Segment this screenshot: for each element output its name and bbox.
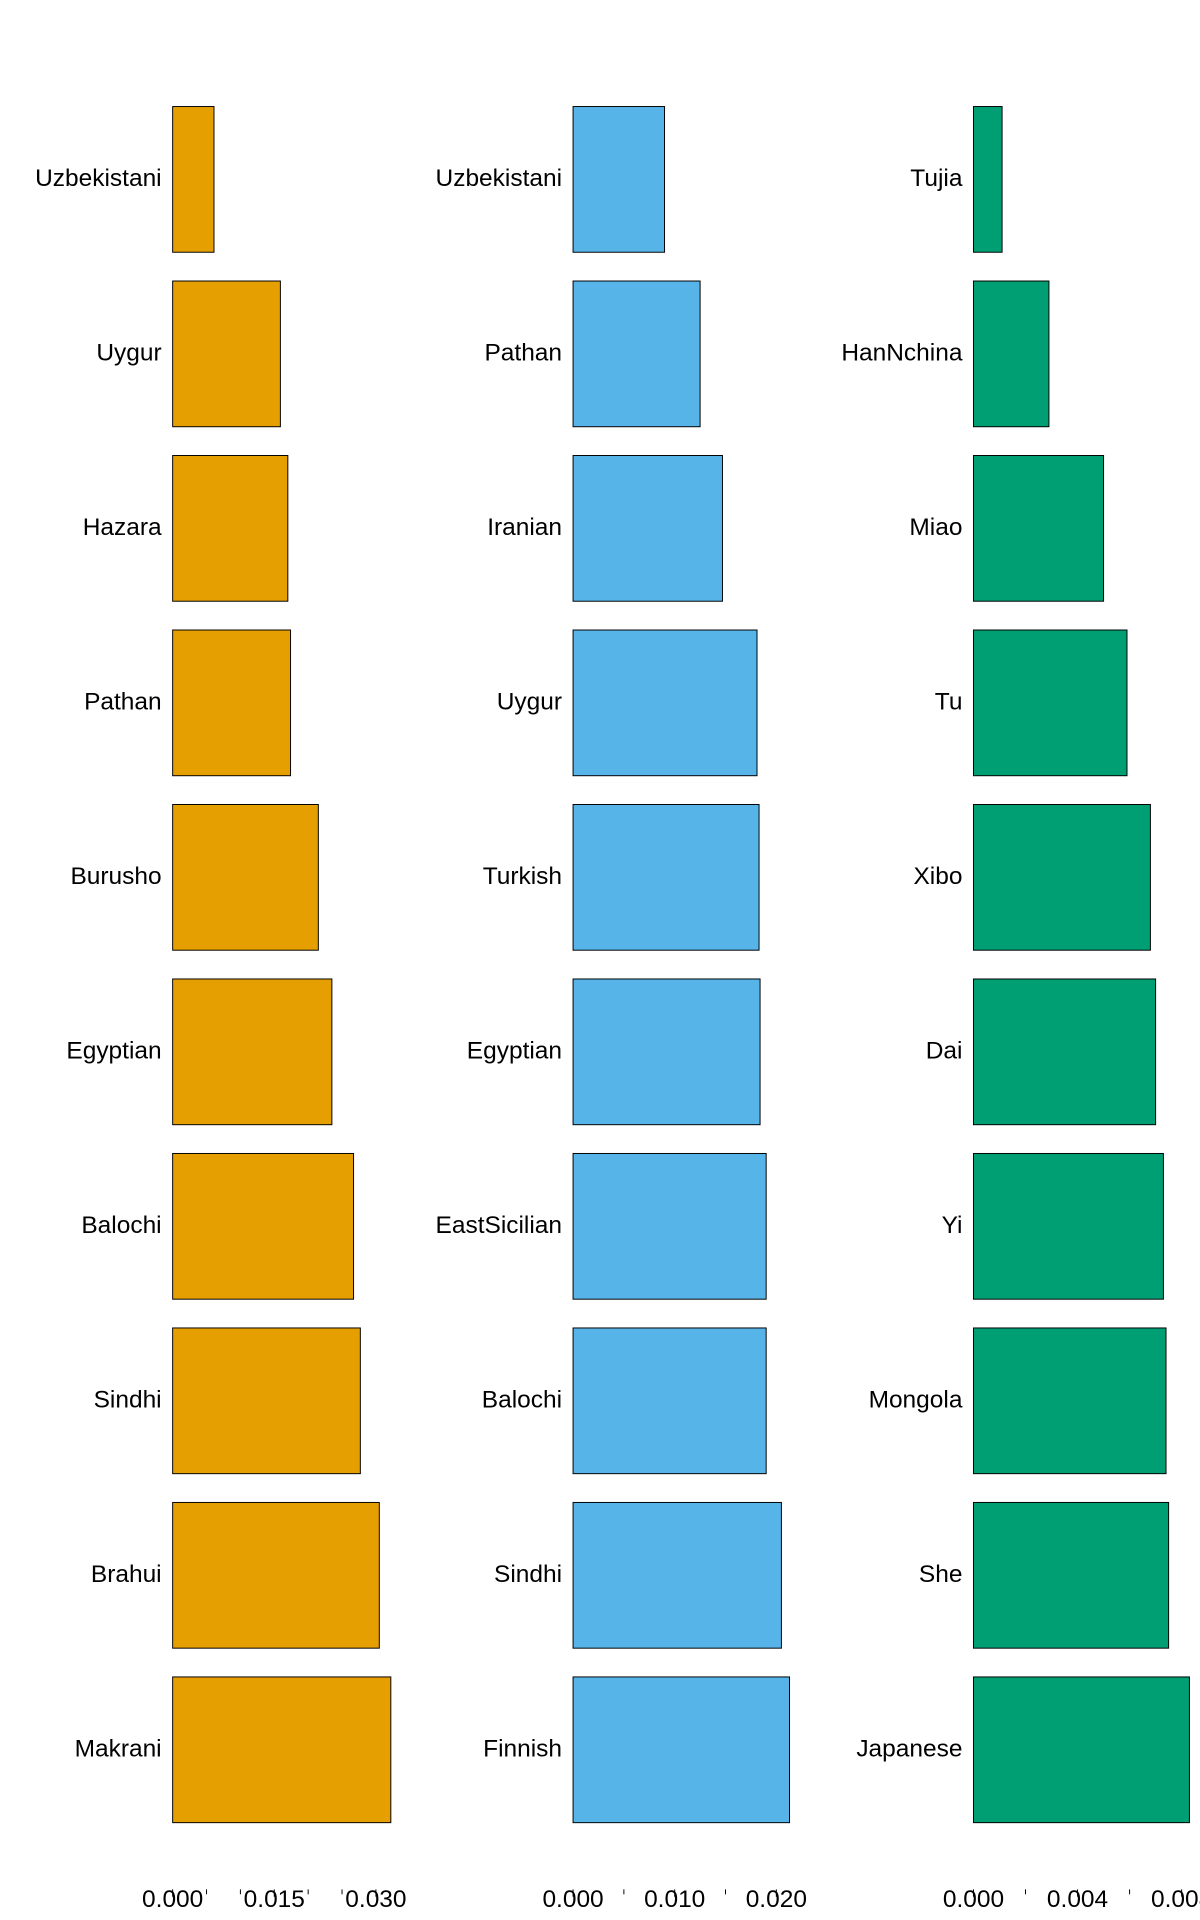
y-tick-label: Uzbekistani bbox=[436, 165, 562, 192]
bar bbox=[172, 1327, 361, 1475]
y-tick-label: HanNchina bbox=[841, 339, 962, 366]
bar bbox=[572, 804, 760, 951]
x-tick-label: 0.010 bbox=[644, 1886, 705, 1913]
y-tick-label: Burusho bbox=[70, 863, 161, 890]
y-tick-label: Egyptian bbox=[66, 1037, 161, 1064]
bar bbox=[172, 1501, 380, 1649]
x-tick-label: 0.020 bbox=[746, 1886, 807, 1913]
x-tick-label: 0.000 bbox=[142, 1886, 203, 1913]
y-tick-label: Dai bbox=[926, 1037, 963, 1064]
bar bbox=[172, 106, 215, 253]
y-tick-label: Sindhi bbox=[94, 1386, 162, 1413]
y-tick-label: Tujia bbox=[910, 165, 963, 192]
y-tick-label: Uzbekistani bbox=[35, 165, 161, 192]
bar bbox=[972, 106, 1003, 253]
bar bbox=[572, 1501, 782, 1649]
x-tick-label: 0.000 bbox=[943, 1886, 1004, 1913]
bar bbox=[572, 1152, 767, 1300]
bar bbox=[972, 804, 1151, 951]
y-tick-label: Balochi bbox=[482, 1386, 562, 1413]
y-tick-label: Pathan bbox=[484, 339, 562, 366]
y-tick-label: Balochi bbox=[81, 1212, 161, 1239]
bar bbox=[972, 978, 1157, 1126]
y-tick-label: Finnish bbox=[483, 1735, 562, 1762]
bar bbox=[572, 978, 761, 1126]
y-tick-label: Uygur bbox=[96, 339, 161, 366]
bar bbox=[972, 455, 1105, 602]
bar bbox=[172, 629, 292, 777]
bar bbox=[972, 1327, 1167, 1475]
bar bbox=[172, 1676, 392, 1824]
y-tick-label: Iranian bbox=[487, 514, 562, 541]
y-tick-label: Turkish bbox=[483, 863, 562, 890]
x-tick-label: 0.004 bbox=[1047, 1886, 1108, 1913]
y-tick-label: Xibo bbox=[913, 863, 962, 890]
y-tick-label: Sindhi bbox=[494, 1561, 562, 1588]
y-tick-label: Makrani bbox=[75, 1735, 162, 1762]
bar bbox=[572, 1676, 791, 1824]
y-tick-label: Brahui bbox=[91, 1561, 162, 1588]
bar bbox=[172, 1152, 355, 1300]
bar bbox=[972, 280, 1050, 428]
y-tick-label: Japanese bbox=[856, 1735, 962, 1762]
bar bbox=[572, 629, 758, 777]
x-tick-label: 0.030 bbox=[345, 1886, 406, 1913]
bar bbox=[172, 978, 333, 1126]
y-tick-label: She bbox=[919, 1561, 963, 1588]
bar bbox=[972, 1152, 1164, 1300]
bar bbox=[572, 455, 723, 602]
bar bbox=[172, 280, 281, 428]
y-tick-label: Pathan bbox=[84, 688, 162, 715]
x-tick-label: 0.000 bbox=[542, 1886, 603, 1913]
bar bbox=[172, 804, 319, 951]
bar bbox=[172, 455, 289, 602]
y-tick-label: EastSicilian bbox=[436, 1212, 562, 1239]
bar bbox=[972, 1676, 1190, 1824]
y-tick-label: Hazara bbox=[83, 514, 162, 541]
x-tick-label: 0.015 bbox=[244, 1886, 305, 1913]
y-tick-label: Miao bbox=[909, 514, 962, 541]
bar bbox=[572, 1327, 767, 1475]
bar bbox=[972, 1501, 1170, 1649]
x-tick-label: 0.008 bbox=[1151, 1886, 1200, 1913]
bar bbox=[972, 629, 1128, 777]
bar bbox=[572, 280, 701, 428]
y-tick-label: Uygur bbox=[497, 688, 562, 715]
y-tick-label: Mongola bbox=[869, 1386, 963, 1413]
bar bbox=[572, 106, 666, 253]
y-tick-label: Tu bbox=[935, 688, 963, 715]
y-tick-label: Egyptian bbox=[467, 1037, 562, 1064]
y-tick-label: Yi bbox=[942, 1212, 963, 1239]
